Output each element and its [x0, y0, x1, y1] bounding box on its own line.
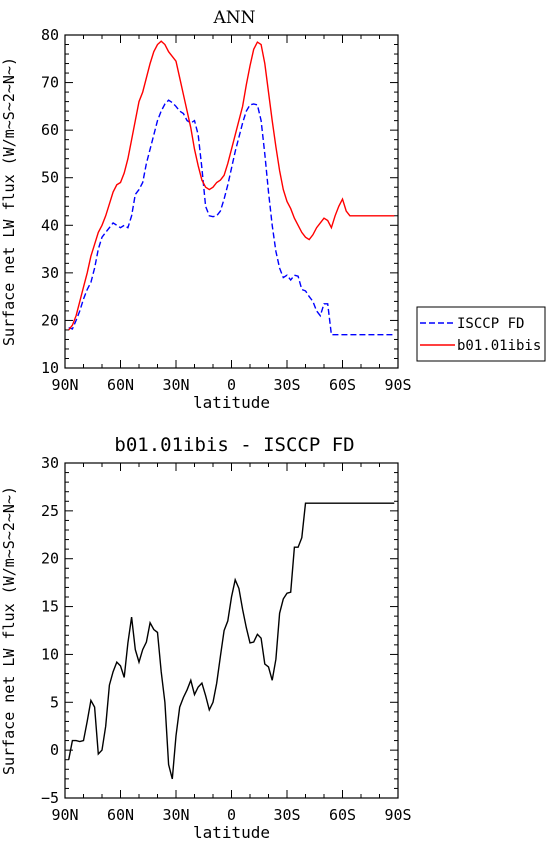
x-tick-label: 60N — [107, 376, 134, 394]
chart-title: ANN — [212, 8, 255, 28]
y-tick-label: −5 — [41, 789, 59, 807]
series-line-isccp-fd — [68, 99, 395, 336]
y-tick-label: 60 — [41, 121, 59, 139]
y-tick-label: 25 — [41, 502, 59, 520]
y-tick-label: 0 — [50, 741, 59, 759]
y-axis-label: Surface net LW flux (W/m~S~2~N~) — [0, 57, 18, 346]
x-axis-label: latitude — [193, 393, 270, 412]
x-tick-label: 30S — [273, 376, 300, 394]
x-tick-label: 30N — [162, 806, 189, 824]
x-tick-label: 90S — [384, 376, 411, 394]
y-tick-label: 20 — [41, 311, 59, 329]
x-tick-label: 0 — [227, 806, 236, 824]
chart-title: b01.01ibis - ISCCP FD — [114, 434, 354, 456]
y-tick-label: 20 — [41, 550, 59, 568]
y-tick-label: 10 — [41, 359, 59, 377]
y-tick-label: 70 — [41, 74, 59, 92]
x-tick-label: 90N — [51, 806, 78, 824]
x-tick-label: 60N — [107, 806, 134, 824]
bottom-panel: b01.01ibis - ISCCP FD 90N 60N 30N 0 30S 60S 90S… — [0, 434, 412, 842]
x-axis-label: latitude — [193, 823, 270, 842]
y-tick-label: 10 — [41, 645, 59, 663]
y-tick-label: 30 — [41, 264, 59, 282]
legend-box — [416, 306, 546, 362]
x-tick-label: 90S — [384, 806, 411, 824]
x-tick-label: 90N — [51, 376, 78, 394]
y-tick-label: 50 — [41, 169, 59, 187]
y-axis-label: Surface net LW flux (W/m~S~2~N~) — [0, 486, 18, 775]
y-tick-label: 5 — [50, 693, 59, 711]
plot-frame — [64, 462, 399, 799]
series-line-b01-01ibis — [68, 40, 395, 331]
y-tick-label: 40 — [41, 216, 59, 234]
x-tick-label: 60S — [329, 376, 356, 394]
y-tick-label: 80 — [41, 26, 59, 44]
y-tick-label: 15 — [41, 598, 59, 616]
top-panel: ANN 90N 60N 30N 0 30S 60S 90S 10 20 30 40 50 60 70 80 la… — [0, 8, 546, 412]
series-line-difference — [68, 502, 395, 780]
x-tick-label: 60S — [329, 806, 356, 824]
x-tick-label: 30S — [273, 806, 300, 824]
legend-label: b01.01ibis — [457, 338, 541, 354]
plot-frame — [64, 34, 399, 369]
legend: ISCCP FD b01.01ibis — [416, 306, 546, 362]
x-tick-label: 30N — [162, 376, 189, 394]
y-tick-label: 30 — [41, 454, 59, 472]
x-tick-label: 0 — [227, 376, 236, 394]
legend-label: ISCCP FD — [457, 316, 524, 332]
